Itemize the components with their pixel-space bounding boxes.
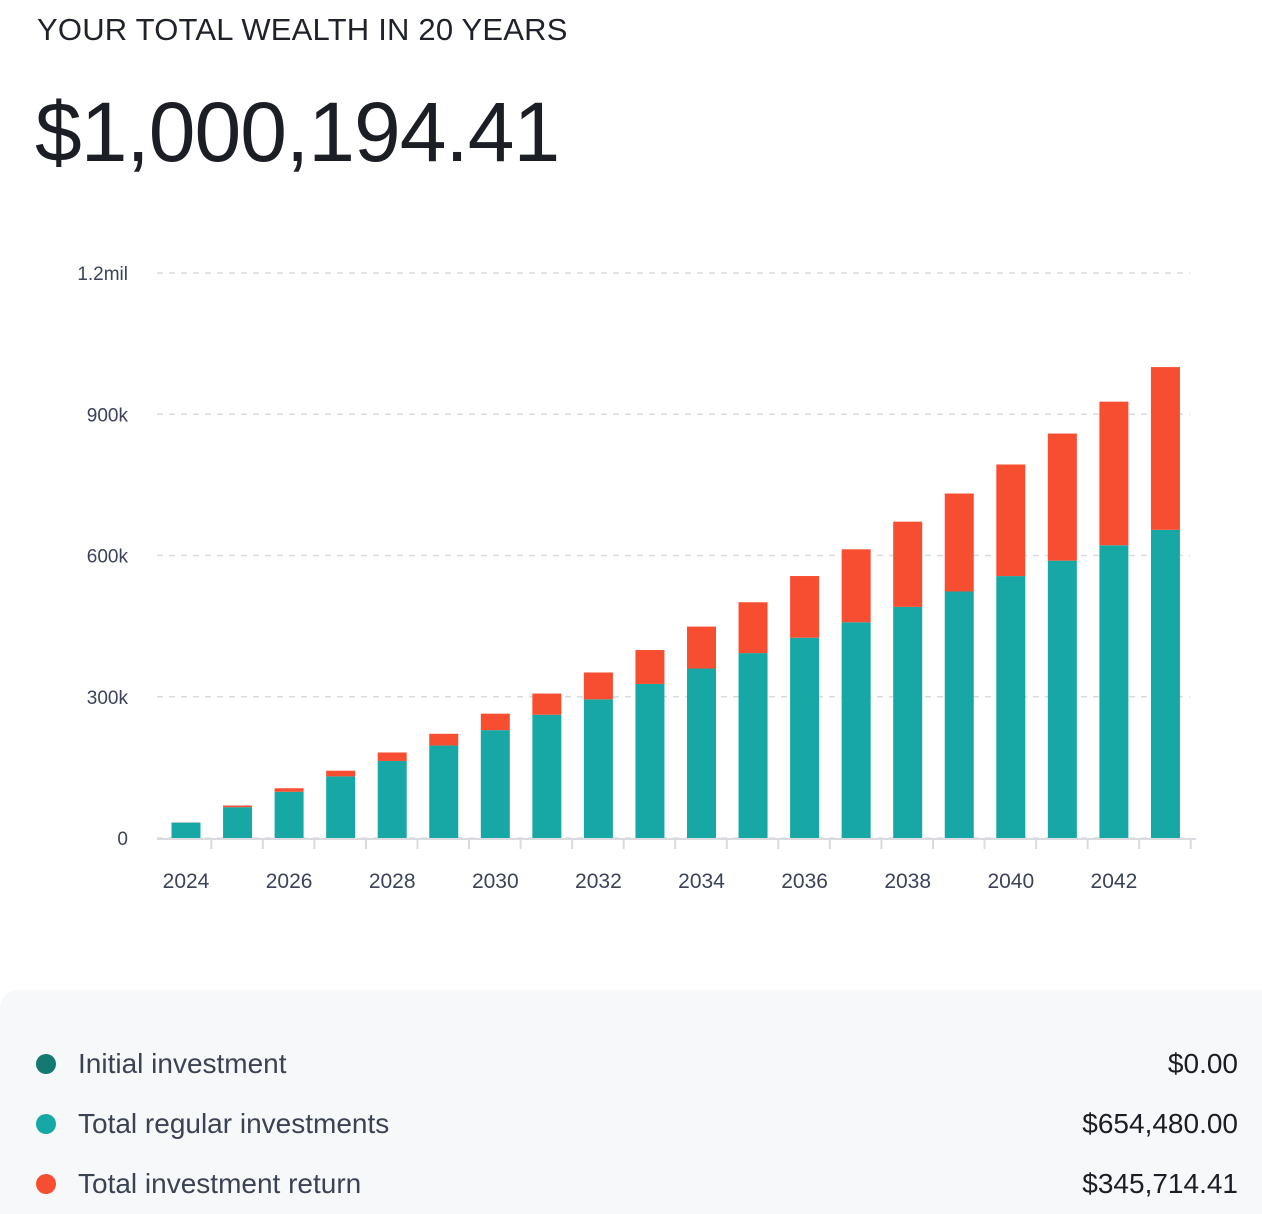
bar-investment-return (326, 770, 356, 777)
bar-regular-investments (480, 730, 510, 838)
bar-regular-investments (944, 591, 974, 838)
legend-label-return: Total investment return (78, 1168, 362, 1199)
x-tick-label: 2042 (1091, 870, 1138, 893)
bar-regular-investments (790, 637, 820, 838)
bar-investment-return (1099, 401, 1129, 546)
bar-regular-investments (274, 791, 304, 838)
x-tick-label: 2040 (987, 870, 1034, 893)
bar-investment-return (274, 788, 304, 792)
bar-investment-return (1150, 367, 1180, 530)
y-tick-label: 900k (87, 405, 129, 426)
legend-value-return: $345,714.41 (1082, 1168, 1238, 1199)
bar-regular-investments (1099, 545, 1129, 838)
bar-investment-return (687, 626, 716, 669)
x-tick-label: 2030 (472, 870, 519, 893)
bar-regular-investments (1150, 529, 1180, 838)
bar-investment-return (377, 752, 407, 761)
bar-investment-return (583, 672, 613, 700)
y-tick-label: 600k (87, 547, 129, 568)
bar-investment-return (429, 733, 459, 746)
bar-investment-return (996, 464, 1026, 577)
bar-investment-return (790, 576, 820, 638)
legend-row-initial: Initial investment $0.00 (36, 1044, 1238, 1084)
bar-regular-investments (223, 807, 253, 838)
bar-regular-investments (326, 776, 356, 838)
bar-investment-return (944, 493, 974, 592)
bar-regular-investments (635, 683, 665, 838)
x-tick-label: 2024 (163, 870, 210, 893)
bar-investment-return (635, 650, 665, 684)
bar-regular-investments (171, 822, 201, 838)
bar-investment-return (480, 713, 510, 731)
regular-investments-dot (36, 1114, 56, 1134)
y-tick-label: 300k (87, 688, 129, 709)
bar-regular-investments (583, 699, 613, 838)
bar-investment-return (893, 521, 923, 607)
bar-regular-investments (738, 653, 768, 838)
bar-regular-investments (532, 714, 562, 838)
x-tick-label: 2038 (884, 870, 931, 893)
bar-regular-investments (429, 745, 459, 838)
bar-regular-investments (377, 760, 407, 838)
chart-subtitle: YOUR TOTAL WEALTH IN 20 YEARS (37, 12, 568, 47)
y-tick-label: 1.2mil (77, 264, 128, 285)
x-tick-label: 2028 (369, 870, 416, 893)
legend-value-regular: $654,480.00 (1082, 1108, 1238, 1139)
bar-regular-investments (687, 668, 716, 838)
legend-panel: Initial investment $0.00 Total regular i… (0, 990, 1262, 1214)
bar-regular-investments (841, 622, 871, 838)
x-tick-label: 2034 (678, 870, 725, 893)
legend-row-regular: Total regular investments $654,480.00 (36, 1104, 1238, 1144)
legend-row-return: Total investment return $345,714.41 (36, 1164, 1238, 1204)
total-wealth-value: $1,000,194.41 (35, 85, 560, 179)
bar-investment-return (1047, 433, 1077, 561)
investment-return-dot (36, 1174, 56, 1194)
bar-regular-investments (1047, 560, 1077, 838)
bar-regular-investments (893, 606, 923, 838)
initial-investment-dot (36, 1054, 56, 1074)
bar-investment-return (223, 805, 253, 808)
bar-investment-return (532, 693, 562, 715)
legend-label-regular: Total regular investments (78, 1108, 390, 1139)
wealth-card: YOUR TOTAL WEALTH IN 20 YEARS $1,000,194… (35, 12, 1196, 893)
legend-value-initial: $0.00 (1167, 1048, 1238, 1079)
legend-label-initial: Initial investment (78, 1048, 287, 1079)
bar-investment-return (841, 549, 871, 623)
bar-regular-investments (996, 576, 1026, 838)
x-tick-label: 2036 (781, 870, 828, 893)
wealth-bar-chart: 0 300k 600k 900k 1.2mil 2024 2026 2028 2030 2032 2… (77, 264, 1196, 893)
y-tick-label: 0 (117, 829, 128, 850)
x-tick-label: 2026 (266, 870, 313, 893)
x-tick-label: 2032 (575, 870, 622, 893)
bar-investment-return (738, 602, 768, 654)
